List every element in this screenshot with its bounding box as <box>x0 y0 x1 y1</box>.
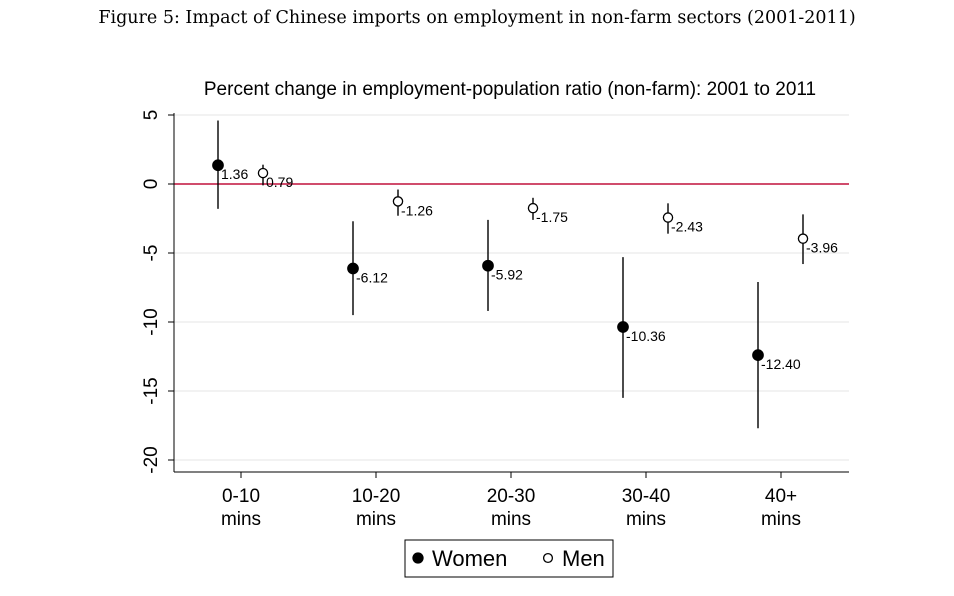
legend-label-men: Men <box>562 546 605 571</box>
data-label-men: 0.79 <box>266 174 293 190</box>
x-tick-label-unit: mins <box>491 509 531 530</box>
y-tick-label: 5 <box>141 110 162 121</box>
y-tick-label: -10 <box>141 308 162 335</box>
legend: Women Men <box>404 539 614 578</box>
data-label-men: -2.43 <box>671 219 703 235</box>
x-tick-label-unit: mins <box>356 509 396 530</box>
data-label-women: -10.36 <box>626 328 666 344</box>
chart-marks: 1.36 -6.12 -5.92 -10.36 -12.40 0.79 -1.26 -1.75… <box>212 120 838 429</box>
plot-background <box>174 103 849 472</box>
data-label-women: -6.12 <box>356 269 388 285</box>
data-label-men: -1.75 <box>536 209 568 225</box>
legend-marker-women <box>412 552 424 564</box>
data-label-women: 1.36 <box>221 166 248 182</box>
point-men <box>797 233 809 244</box>
data-label-women: -12.40 <box>761 356 801 372</box>
point-women <box>617 321 629 333</box>
legend-box <box>404 539 614 578</box>
x-tick-label: 40+ <box>765 486 797 507</box>
y-tick-label: -20 <box>141 446 162 473</box>
data-label-men: -3.96 <box>806 240 838 256</box>
point-women <box>482 259 494 272</box>
point-women <box>752 349 764 361</box>
point-men <box>392 196 404 207</box>
x-tick-label-unit: mins <box>221 509 261 530</box>
legend-marker-men <box>542 552 554 564</box>
x-tick-label-unit: mins <box>626 509 666 530</box>
x-tick-label: 0-10 <box>222 486 260 507</box>
chart-title: Percent change in employment-population … <box>204 79 816 100</box>
x-tick-label: 20-30 <box>487 486 536 507</box>
point-men <box>527 202 539 214</box>
axes: 50-5-10-15-200-10mins10-20mins20-30mins3… <box>141 110 849 530</box>
x-tick-label: 10-20 <box>352 486 401 507</box>
y-tick-label: -5 <box>141 245 162 262</box>
point-women <box>212 159 224 172</box>
y-tick-label: 0 <box>141 179 162 190</box>
point-men <box>662 212 674 223</box>
y-tick-label: -15 <box>141 377 162 404</box>
figure-caption: Figure 5: Impact of Chinese imports on e… <box>98 8 856 28</box>
legend-label-women: Women <box>432 546 507 571</box>
data-label-men: -1.26 <box>401 202 433 218</box>
data-label-women: -5.92 <box>491 267 523 283</box>
point-women <box>347 262 359 275</box>
x-tick-label: 30-40 <box>622 486 671 507</box>
point-men <box>257 167 269 179</box>
x-tick-label-unit: mins <box>761 509 801 530</box>
